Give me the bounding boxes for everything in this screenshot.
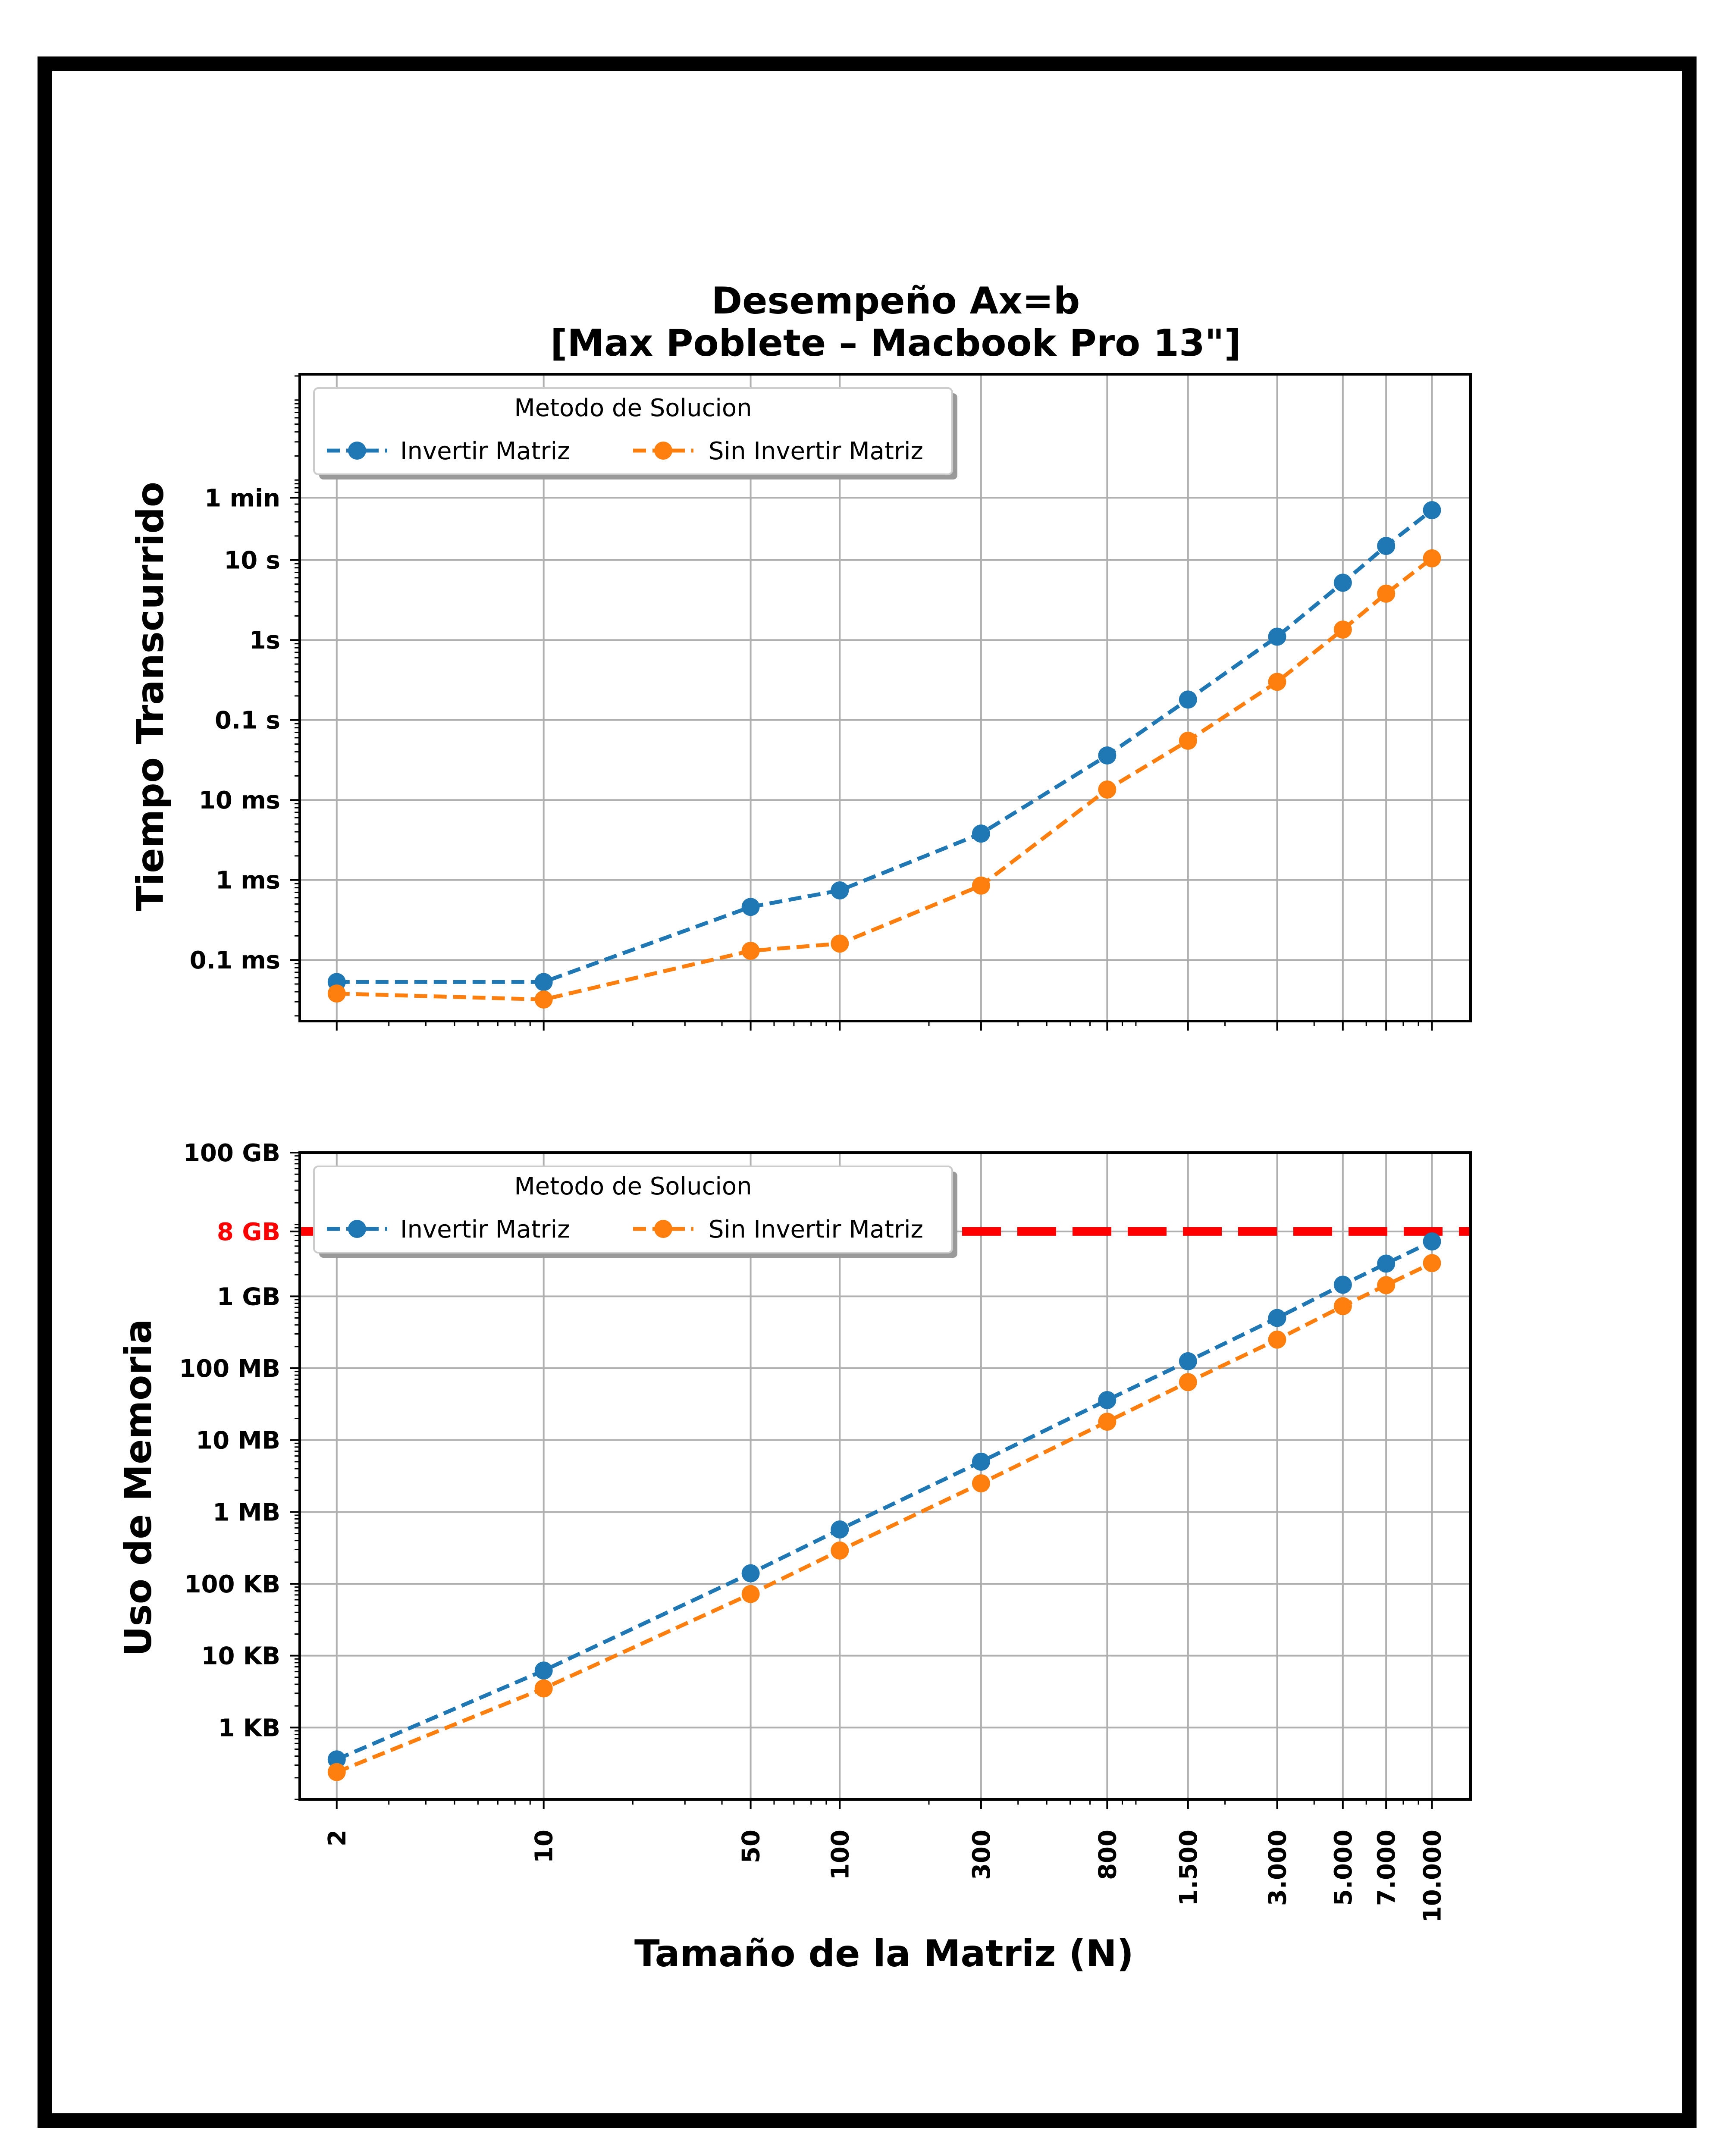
x-tick-label: 3.000 [1264, 1830, 1292, 1906]
y-axis-label-memory: Uso de Memoria [117, 1319, 160, 1656]
data-point [1377, 1254, 1396, 1273]
data-point [1179, 690, 1197, 709]
data-point [1333, 1275, 1352, 1294]
x-tick-label: 2 [323, 1830, 351, 1846]
data-point [972, 876, 990, 895]
y-tick-label: 1 MB [213, 1498, 280, 1526]
x-tick-label: 1.500 [1175, 1830, 1203, 1906]
data-point [972, 1452, 990, 1471]
y-tick-label: 1 KB [218, 1714, 280, 1742]
chart-title: Desempeño Ax=b [712, 279, 1080, 323]
legend-entry-label: Invertir Matriz [400, 1216, 570, 1244]
data-point [1377, 537, 1396, 555]
data-point [1377, 584, 1396, 603]
data-point [327, 1750, 346, 1769]
y-tick-label: 10 s [224, 547, 280, 575]
data-point [1268, 1309, 1286, 1327]
legend-box [313, 387, 953, 475]
y-tick-label: 100 KB [185, 1570, 280, 1598]
data-point [534, 973, 553, 991]
data-point [1268, 673, 1286, 691]
series-line [336, 1240, 1433, 1761]
data-point [1098, 1413, 1117, 1431]
x-tick-label: 5.000 [1330, 1830, 1358, 1906]
y-tick-label: 0.1 s [215, 707, 280, 735]
y-tick-label: 0.1 ms [190, 946, 280, 975]
y-tick-label: 1 ms [216, 867, 280, 895]
x-tick-label: 100 [826, 1830, 854, 1880]
legend-entry-label: Sin Invertir Matriz [709, 437, 923, 465]
legend-swatch-marker [654, 442, 672, 460]
x-tick-label: 800 [1094, 1830, 1122, 1880]
data-point [1333, 573, 1352, 592]
data-point [534, 1679, 553, 1698]
data-point [1098, 746, 1117, 765]
data-point [741, 898, 760, 916]
data-point [1423, 1232, 1441, 1251]
plot-frame [298, 1151, 1472, 1801]
data-point [741, 1564, 760, 1583]
data-point [1377, 1276, 1396, 1294]
legend-swatch-marker [654, 1220, 672, 1238]
data-point [1268, 1330, 1286, 1349]
y-tick-label: 1s [249, 627, 280, 655]
data-point [1179, 731, 1197, 750]
data-point [831, 1520, 849, 1539]
data-point [741, 1585, 760, 1603]
data-point [1179, 1373, 1197, 1391]
data-point [972, 1474, 990, 1493]
legend-title: Metodo de Solucion [514, 394, 752, 422]
data-point [972, 824, 990, 843]
x-axis-label: Tamaño de la Matriz (N) [634, 1932, 1134, 1975]
x-tick-label: 50 [737, 1830, 765, 1863]
y-tick-label: 1 min [204, 484, 280, 512]
data-point [534, 1661, 553, 1680]
y-tick-label: 100 GB [183, 1139, 280, 1167]
data-point [831, 934, 849, 953]
y-tick-label: 10 KB [201, 1642, 280, 1670]
data-point [1098, 780, 1117, 799]
data-point [327, 984, 346, 1003]
y-axis-label-time: Tiempo Transcurrido [129, 482, 172, 911]
time-plot: 0.1 ms 1 ms 10 ms 0.1 s 1s 10 s 1 min Metodo de… [190, 373, 1472, 1031]
data-point [741, 942, 760, 960]
data-point [1423, 1254, 1441, 1272]
legend-swatch-marker [348, 1220, 366, 1238]
data-point [534, 990, 553, 1009]
figure-border [38, 56, 1697, 2128]
data-point [1098, 1391, 1117, 1409]
legend-box [313, 1166, 953, 1253]
legend-entry-label: Sin Invertir Matriz [709, 1216, 923, 1244]
data-point [1333, 620, 1352, 639]
x-tick-label: 300 [968, 1830, 996, 1880]
y-tick-label: 10 ms [199, 787, 280, 815]
data-point [831, 1541, 849, 1560]
x-tick-label: 7.000 [1373, 1830, 1401, 1906]
legend-swatch-marker [348, 442, 366, 460]
chart-subtitle: [Max Poblete – Macbook Pro 13"] [550, 322, 1241, 365]
data-point [1333, 1297, 1352, 1316]
plot-frame [298, 373, 1472, 1022]
legend-title: Metodo de Solucion [514, 1172, 752, 1200]
data-point [1423, 549, 1441, 567]
memory-plot: 1 KB 10 KB 100 KB 1 MB 10 MB 100 MB 1 GB 8 GB 10… [179, 1139, 1472, 1923]
data-point [1268, 627, 1286, 646]
x-tick-label: 10 [530, 1830, 558, 1863]
y-tick-label: 100 MB [179, 1355, 280, 1383]
data-point [327, 1763, 346, 1781]
data-point [1423, 501, 1441, 520]
y-tick-label: 8 GB [217, 1218, 280, 1246]
data-point [1179, 1352, 1197, 1370]
y-tick-label: 10 MB [196, 1427, 280, 1455]
x-tick-label: 10.000 [1419, 1830, 1447, 1923]
y-tick-label: 1 GB [217, 1283, 280, 1311]
data-point [831, 881, 849, 899]
legend-entry-label: Invertir Matriz [400, 437, 570, 465]
